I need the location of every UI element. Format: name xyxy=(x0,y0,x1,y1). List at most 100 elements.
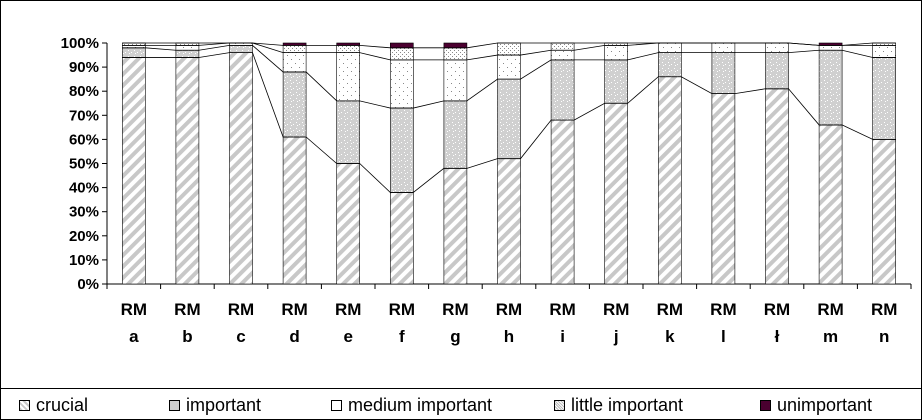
bar-segment-medium-important xyxy=(175,45,200,51)
bar-segment-crucial xyxy=(550,119,575,285)
bar-segment-crucial xyxy=(765,88,789,285)
x-tick-label: g xyxy=(450,327,460,346)
x-tick-label: RM xyxy=(710,300,736,319)
bar-segment-little-important xyxy=(550,42,575,51)
y-tick-label: 10% xyxy=(69,252,99,269)
bar-segment-medium-important xyxy=(872,45,897,58)
bar-segment-little-important xyxy=(336,45,361,53)
legend-swatch xyxy=(760,400,771,411)
bar-segment-little-important xyxy=(282,45,307,53)
x-tick-label: b xyxy=(182,327,192,346)
legend-label: little important xyxy=(571,395,684,415)
legend-item-little-important: little important xyxy=(554,395,683,416)
y-tick-label: 30% xyxy=(69,204,99,221)
bar-segment-little-important xyxy=(443,47,468,61)
bar-segment-crucial xyxy=(175,57,200,285)
legend-swatch xyxy=(169,400,180,411)
bar-segment-crucial xyxy=(122,57,146,285)
bar-segment-important xyxy=(336,100,361,164)
x-tick-label: f xyxy=(399,327,405,346)
bar-segment-medium-important xyxy=(389,59,414,109)
bar-segment-crucial xyxy=(336,163,361,285)
bar-segment-important xyxy=(175,49,200,58)
plot-area: 0%10%20%30%40%50%60%70%80%90%100%RMaRMbR… xyxy=(61,35,912,346)
bar-segment-medium-important xyxy=(282,52,307,73)
bar-segment-medium-important xyxy=(765,42,789,53)
x-tick-label: l xyxy=(721,327,726,346)
bar-segment-important xyxy=(765,52,789,90)
legend: crucial important medium important little i… xyxy=(1,388,921,420)
x-tick-label: h xyxy=(504,327,514,346)
bar-segment-medium-important xyxy=(336,52,361,102)
y-tick-label: 50% xyxy=(69,156,99,173)
bar-segment-important xyxy=(711,52,736,94)
bar-segment-little-important xyxy=(497,42,521,56)
legend-item-medium-important: medium important xyxy=(331,395,492,416)
legend-label: medium important xyxy=(348,395,493,415)
bar-segment-medium-important xyxy=(711,42,736,53)
bar-segment-important xyxy=(604,59,629,104)
bar-segment-crucial xyxy=(872,139,897,285)
bar-segment-medium-important xyxy=(550,49,575,61)
bar-segment-important xyxy=(122,47,146,58)
x-tick-label: RM xyxy=(549,300,575,319)
x-tick-label: RM xyxy=(335,300,361,319)
bar-segment-important xyxy=(818,49,843,126)
legend-swatch xyxy=(331,400,342,411)
x-tick-label: RM xyxy=(121,300,147,319)
legend-item-important: important xyxy=(169,395,261,416)
x-tick-label: RM xyxy=(603,300,629,319)
bar-segment-important xyxy=(872,57,897,140)
x-tick-label: RM xyxy=(389,300,415,319)
bar-segment-little-important xyxy=(389,47,414,61)
legend-item-unimportant: unimportant xyxy=(760,395,872,416)
x-tick-label: d xyxy=(289,327,299,346)
x-tick-label: k xyxy=(665,327,675,346)
x-tick-label: RM xyxy=(496,300,522,319)
series-line-important xyxy=(122,45,896,109)
bar-segment-medium-important xyxy=(497,54,521,80)
bar-segment-crucial xyxy=(443,168,468,285)
bar-segment-unimportant xyxy=(443,42,468,49)
bar-segment-important xyxy=(229,45,253,53)
y-tick-label: 40% xyxy=(69,180,99,197)
bar-segment-important xyxy=(389,107,414,193)
bar-segment-important xyxy=(443,100,468,169)
bar-segment-crucial xyxy=(818,124,843,285)
bar-segment-crucial xyxy=(282,136,307,285)
y-tick-label: 0% xyxy=(77,276,99,293)
x-tick-label: c xyxy=(236,327,245,346)
x-tick-label: ł xyxy=(775,327,780,346)
x-tick-label: RM xyxy=(764,300,790,319)
x-tick-label: n xyxy=(879,327,889,346)
bar-segment-important xyxy=(657,52,682,78)
x-tick-label: RM xyxy=(281,300,307,319)
x-tick-label: m xyxy=(823,327,838,346)
bar-segment-crucial xyxy=(604,102,629,285)
y-tick-label: 80% xyxy=(69,83,99,100)
bar-segment-unimportant xyxy=(389,42,414,49)
bar-segment-medium-important xyxy=(818,45,843,51)
x-tick-label: RM xyxy=(228,300,254,319)
x-tick-label: RM xyxy=(174,300,200,319)
bar-segment-important xyxy=(282,71,307,138)
x-tick-label: RM xyxy=(817,300,843,319)
x-tick-label: e xyxy=(343,327,352,346)
y-tick-label: 60% xyxy=(69,131,99,148)
legend-label: important xyxy=(186,395,262,415)
x-tick-label: i xyxy=(560,327,565,346)
legend-item-crucial: crucial xyxy=(19,395,88,416)
x-tick-label: RM xyxy=(871,300,897,319)
y-tick-label: 20% xyxy=(69,228,99,245)
legend-label: unimportant xyxy=(777,395,873,415)
bar-segment-crucial xyxy=(389,192,414,285)
bar-segment-medium-important xyxy=(657,42,682,53)
bar-segment-crucial xyxy=(229,52,253,285)
series-line-little-important xyxy=(122,42,896,49)
x-tick-label: j xyxy=(613,327,619,346)
bar-segment-crucial xyxy=(711,93,736,285)
x-tick-label: a xyxy=(129,327,139,346)
legend-swatch xyxy=(554,400,565,411)
y-tick-label: 100% xyxy=(61,35,99,52)
